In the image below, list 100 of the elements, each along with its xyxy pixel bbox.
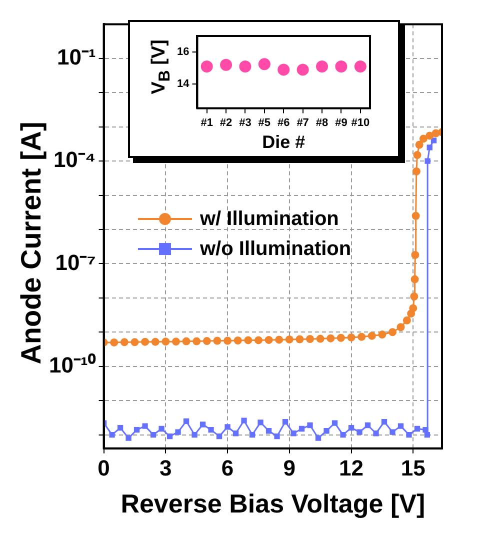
y-axis-title: Anode Current [A] <box>15 122 47 364</box>
y-tick-label: 14 <box>176 78 190 90</box>
point <box>398 423 404 429</box>
y-tick-label: 10⁻¹ <box>57 44 96 70</box>
point <box>411 250 420 259</box>
point <box>406 432 412 438</box>
y-tick-label: 10⁻¹⁰ <box>49 352 96 378</box>
point <box>258 420 264 426</box>
point <box>424 158 430 164</box>
point <box>142 423 148 429</box>
point <box>249 432 256 438</box>
point <box>241 418 247 424</box>
point <box>162 338 170 346</box>
point <box>172 338 180 346</box>
point <box>409 304 418 312</box>
point <box>336 334 345 342</box>
point <box>117 424 124 431</box>
point <box>381 418 388 425</box>
point <box>120 338 128 346</box>
point <box>340 432 346 438</box>
point <box>298 426 305 432</box>
x-tick-label: #3 <box>239 116 252 129</box>
y-tick-label: 10⁻⁴ <box>53 147 96 172</box>
y-tick-label: 10⁻⁷ <box>55 250 96 275</box>
point <box>224 336 232 345</box>
point <box>234 336 242 344</box>
point <box>410 292 418 301</box>
point <box>192 432 198 438</box>
point <box>356 429 362 435</box>
point <box>358 332 366 341</box>
point <box>202 337 211 346</box>
point <box>274 434 280 440</box>
x-tick-label: #1 <box>200 116 213 129</box>
point <box>390 429 396 435</box>
point <box>192 337 201 346</box>
point <box>208 426 214 433</box>
x-axis-title: Reverse Bias Voltage [V] <box>120 488 426 519</box>
point <box>378 330 386 339</box>
point <box>412 167 420 176</box>
legend-label: w/ Illumination <box>200 208 339 230</box>
x-tick-label: #2 <box>220 116 232 129</box>
x-tick-label: 12 <box>339 456 364 481</box>
point <box>200 422 206 428</box>
point <box>413 151 422 160</box>
point <box>324 428 330 434</box>
point <box>126 435 132 441</box>
point <box>158 426 164 432</box>
x-tick-label: #6 <box>277 116 290 129</box>
point <box>244 336 252 344</box>
point <box>326 334 335 342</box>
point <box>347 333 356 342</box>
point <box>182 337 190 346</box>
point <box>426 132 434 140</box>
point <box>266 428 272 434</box>
point <box>175 429 181 435</box>
point <box>306 335 314 344</box>
x-tick-label: #5 <box>258 116 271 129</box>
point <box>141 338 150 346</box>
x-tick-label: #9 <box>335 116 348 129</box>
point <box>315 435 322 441</box>
point <box>285 335 294 344</box>
point <box>290 430 296 436</box>
point <box>151 338 160 346</box>
point <box>426 144 432 150</box>
point <box>415 140 424 149</box>
point <box>424 432 430 438</box>
point <box>388 328 397 336</box>
point <box>368 332 376 340</box>
point <box>213 336 222 345</box>
point <box>430 138 437 144</box>
point <box>254 336 262 344</box>
point <box>348 424 354 431</box>
point <box>150 432 156 438</box>
point <box>275 336 284 344</box>
point <box>232 430 239 436</box>
point <box>282 418 288 425</box>
point <box>296 335 304 344</box>
x-tick-label: #7 <box>296 116 309 129</box>
point <box>364 422 371 428</box>
point <box>134 426 140 433</box>
point <box>110 338 118 346</box>
point <box>307 422 313 428</box>
point <box>166 434 173 440</box>
x-tick-label: 6 <box>221 456 234 481</box>
point <box>316 334 324 343</box>
x-tick-label: #10 <box>351 116 370 129</box>
point <box>410 275 419 284</box>
point <box>332 420 338 426</box>
point <box>264 336 273 344</box>
point <box>414 426 420 432</box>
point <box>412 212 420 220</box>
point <box>402 316 411 324</box>
x-tick-label: 3 <box>160 456 172 481</box>
x-tick-label: #8 <box>316 116 328 129</box>
x-tick-label: 9 <box>283 456 296 481</box>
point <box>419 134 428 143</box>
point <box>373 430 379 436</box>
point <box>130 338 139 346</box>
x-tick-label: 15 <box>400 456 426 481</box>
point <box>422 426 428 433</box>
